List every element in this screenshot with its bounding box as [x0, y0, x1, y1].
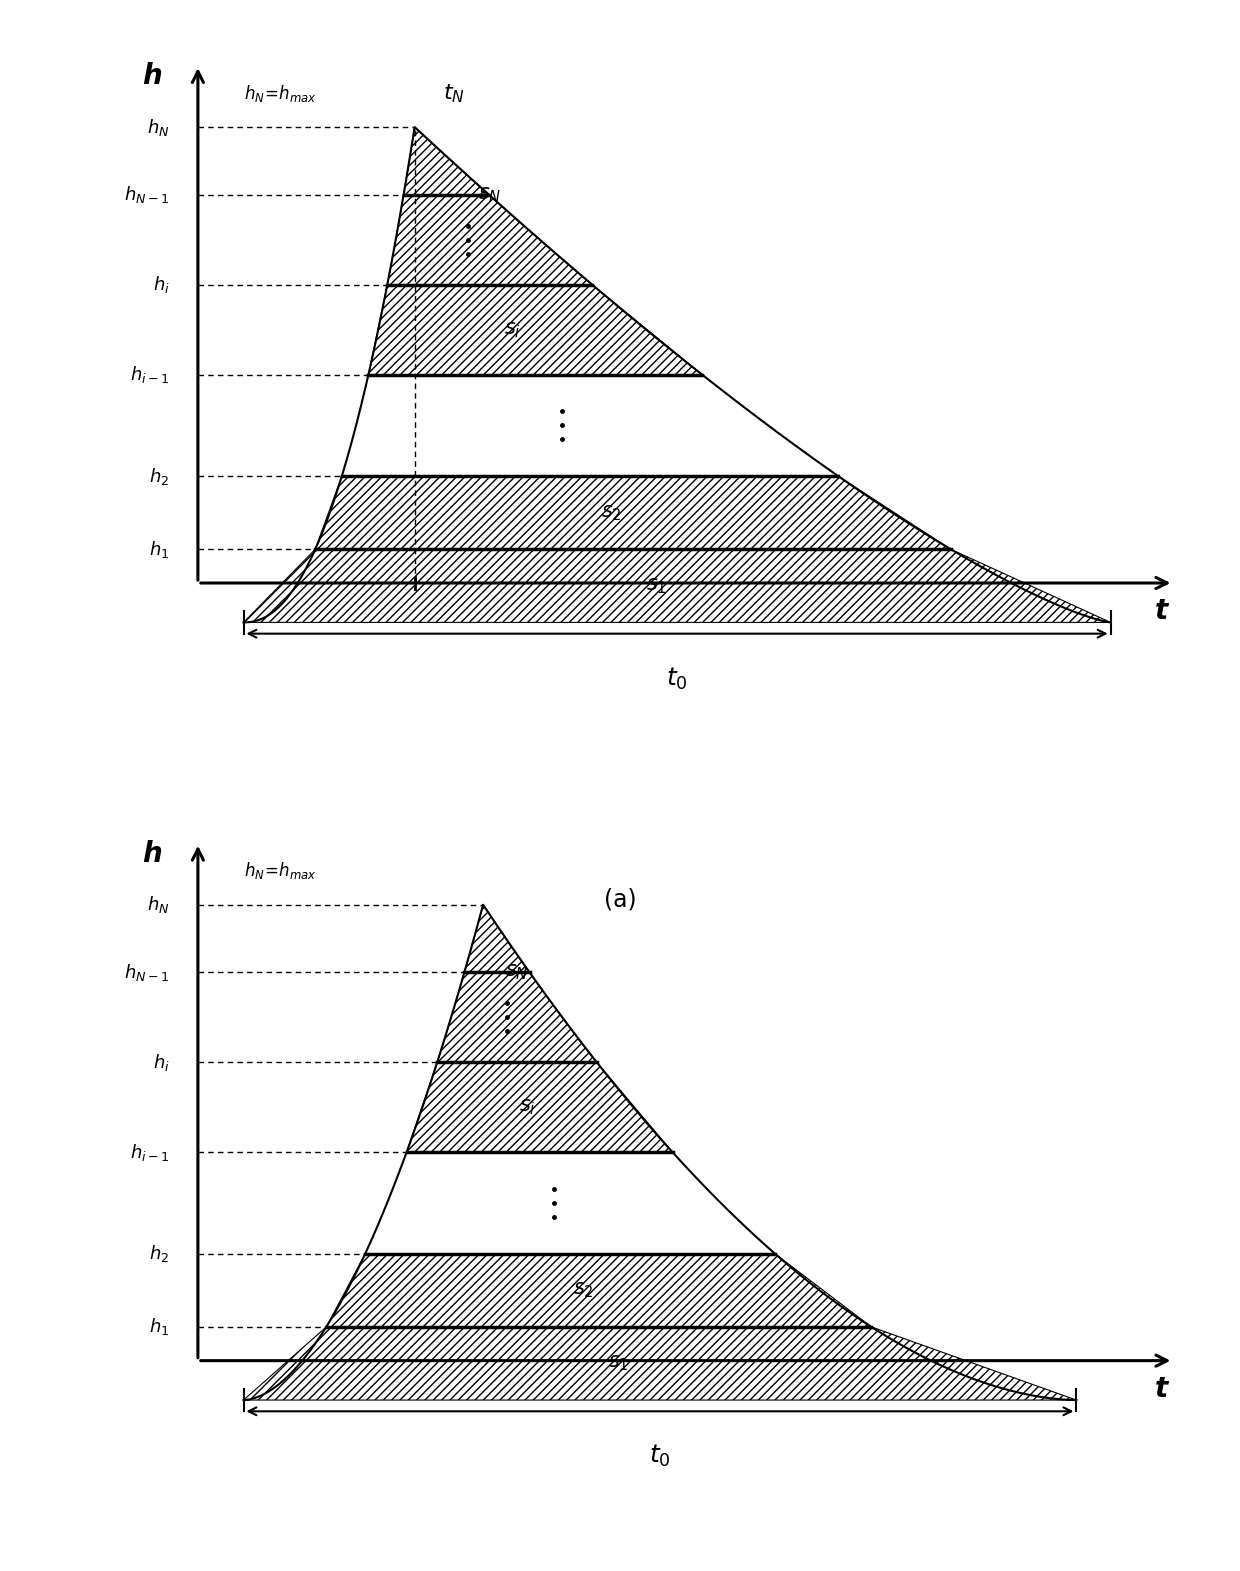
- Text: h: h: [143, 840, 162, 869]
- Text: $s_N$: $s_N$: [477, 185, 501, 204]
- Text: $h_N\!=\!h_{max}$: $h_N\!=\!h_{max}$: [243, 861, 316, 881]
- Text: $t_N$: $t_N$: [443, 82, 465, 105]
- Text: $h_{i-1}$: $h_{i-1}$: [130, 1142, 170, 1163]
- Text: $h_{N-1}$: $h_{N-1}$: [124, 961, 170, 983]
- Text: $h_{2}$: $h_{2}$: [149, 1243, 170, 1265]
- Text: $s_{2}$: $s_{2}$: [600, 503, 621, 523]
- Text: $s_{i}$: $s_{i}$: [520, 1098, 537, 1117]
- Text: $h_{N-1}$: $h_{N-1}$: [124, 184, 170, 206]
- Text: $h_{1}$: $h_{1}$: [149, 1316, 170, 1337]
- Text: $h_N\!=\!h_{max}$: $h_N\!=\!h_{max}$: [243, 83, 316, 104]
- Text: $s_N$: $s_N$: [505, 963, 528, 982]
- Text: $t_0$: $t_0$: [649, 1444, 671, 1469]
- Text: h: h: [143, 63, 162, 91]
- Text: $h_{N}$: $h_{N}$: [146, 894, 170, 916]
- Text: t: t: [1156, 1375, 1168, 1403]
- Text: $h_{N}$: $h_{N}$: [146, 116, 170, 138]
- Text: $h_{1}$: $h_{1}$: [149, 539, 170, 559]
- Text: $s_{i}$: $s_{i}$: [503, 320, 521, 339]
- Text: $h_{i}$: $h_{i}$: [153, 275, 170, 295]
- Text: $h_{2}$: $h_{2}$: [149, 465, 170, 487]
- Text: $s_{2}$: $s_{2}$: [573, 1280, 594, 1301]
- Text: $h_{i-1}$: $h_{i-1}$: [130, 364, 170, 385]
- Text: (a): (a): [604, 888, 636, 911]
- Text: $t_0$: $t_0$: [666, 666, 688, 691]
- Text: $h_{i}$: $h_{i}$: [153, 1053, 170, 1073]
- Text: t: t: [1156, 597, 1168, 625]
- Text: $s_{1}$: $s_{1}$: [608, 1354, 629, 1373]
- Text: $s_{1}$: $s_{1}$: [646, 577, 667, 595]
